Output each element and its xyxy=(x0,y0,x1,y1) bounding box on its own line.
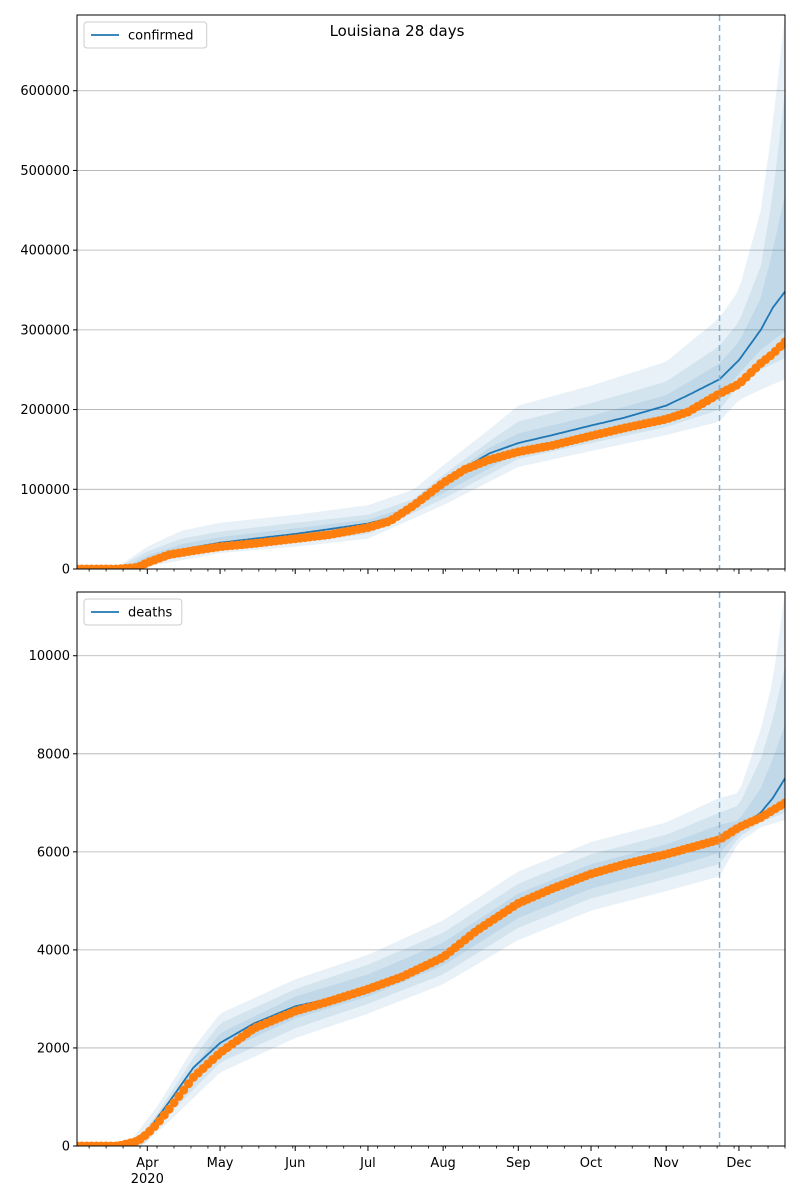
y-tick-label: 2000 xyxy=(37,1041,70,1056)
plot-area xyxy=(77,15,785,569)
y-tick-label: 600000 xyxy=(20,84,70,99)
observed-point xyxy=(780,798,785,808)
x-tick-label: Dec xyxy=(726,1156,751,1171)
uncertainty-band-2 xyxy=(77,665,785,1146)
observed-point xyxy=(184,1079,194,1089)
x-tick-label: Jul xyxy=(359,1156,376,1171)
confirmed-panel: 0 100000 200000 300000 400000 500000 600000 con… xyxy=(20,14,786,578)
y-tick-label: 300000 xyxy=(20,323,70,338)
y-tick-label: 400000 xyxy=(20,244,70,259)
y-tick-label: 0 xyxy=(62,1140,70,1155)
observed-series xyxy=(77,337,785,569)
x-tick-label: Oct xyxy=(580,1156,602,1171)
x-tick-label: Sep xyxy=(506,1156,531,1171)
y-tick-label: 8000 xyxy=(37,747,70,762)
y-tick-label: 10000 xyxy=(29,649,70,664)
legend-label: deaths xyxy=(128,606,173,621)
y-tick-label: 500000 xyxy=(20,164,70,179)
observed-series xyxy=(77,798,785,1146)
x-tick-label: Apr xyxy=(136,1156,159,1171)
x-tick-label: Aug xyxy=(430,1156,455,1171)
y-tick-label: 6000 xyxy=(37,845,70,860)
legend-box xyxy=(83,21,208,49)
legend-box xyxy=(83,598,183,626)
uncertainty-band-1 xyxy=(77,592,785,1146)
model-line-forecast xyxy=(718,291,785,380)
figure-title: Louisiana 28 days xyxy=(330,22,465,40)
observed-point xyxy=(174,1091,184,1101)
axes-frame xyxy=(76,591,786,1147)
y-tick-label: 0 xyxy=(62,563,70,578)
x-tick-label: May xyxy=(207,1156,234,1171)
x-tick-year-label: 2020 xyxy=(131,1172,164,1187)
x-tick-label: Nov xyxy=(654,1156,680,1171)
observed-point xyxy=(169,1098,179,1108)
plot-area xyxy=(77,592,785,1146)
y-tick-label: 4000 xyxy=(37,943,70,958)
y-tick-label: 200000 xyxy=(20,403,70,418)
y-tick-label: 100000 xyxy=(20,483,70,498)
legend-label: confirmed xyxy=(128,29,194,44)
observed-point xyxy=(780,337,785,347)
legend: deaths xyxy=(83,598,183,626)
observed-point xyxy=(164,1104,174,1114)
x-tick-label: Jun xyxy=(284,1156,305,1171)
observed-point xyxy=(179,1085,189,1095)
legend: confirmed xyxy=(83,21,208,49)
axes-frame xyxy=(76,14,786,570)
